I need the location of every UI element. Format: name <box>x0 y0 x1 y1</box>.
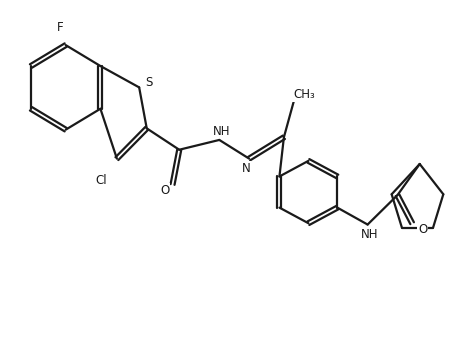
Text: NH: NH <box>360 228 377 241</box>
Text: F: F <box>57 21 64 34</box>
Text: Cl: Cl <box>95 173 107 186</box>
Text: S: S <box>145 76 153 88</box>
Text: O: O <box>160 184 169 197</box>
Text: NH: NH <box>212 125 230 138</box>
Text: O: O <box>417 223 427 236</box>
Text: CH₃: CH₃ <box>292 88 314 100</box>
Text: N: N <box>241 162 250 175</box>
